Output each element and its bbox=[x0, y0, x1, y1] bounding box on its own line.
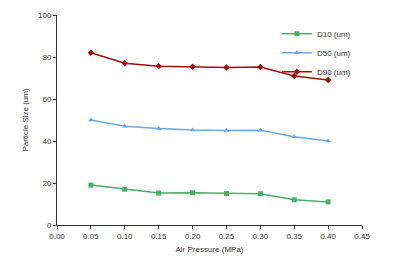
svg-text:100: 100 bbox=[38, 11, 52, 20]
svg-text:0.30: 0.30 bbox=[253, 232, 269, 241]
svg-text:80: 80 bbox=[42, 53, 51, 62]
svg-text:40: 40 bbox=[42, 137, 51, 146]
svg-text:60: 60 bbox=[42, 95, 51, 104]
svg-text:D10 (um): D10 (um) bbox=[317, 30, 351, 39]
svg-text:20: 20 bbox=[42, 179, 51, 188]
svg-text:Air Pressure (MPa): Air Pressure (MPa) bbox=[175, 245, 243, 254]
svg-text:0.45: 0.45 bbox=[354, 232, 370, 241]
svg-text:Particle Size (um): Particle Size (um) bbox=[21, 88, 30, 151]
svg-text:0.40: 0.40 bbox=[320, 232, 336, 241]
svg-text:0: 0 bbox=[47, 221, 52, 230]
svg-text:D90 (um): D90 (um) bbox=[317, 68, 351, 77]
svg-text:0.10: 0.10 bbox=[117, 232, 133, 241]
svg-text:0.20: 0.20 bbox=[185, 232, 201, 241]
svg-text:0.05: 0.05 bbox=[83, 232, 99, 241]
svg-text:0.00: 0.00 bbox=[49, 232, 65, 241]
svg-text:0.25: 0.25 bbox=[219, 232, 235, 241]
svg-text:D50 (um): D50 (um) bbox=[317, 49, 351, 58]
svg-text:0.15: 0.15 bbox=[151, 232, 167, 241]
svg-text:0.35: 0.35 bbox=[286, 232, 302, 241]
